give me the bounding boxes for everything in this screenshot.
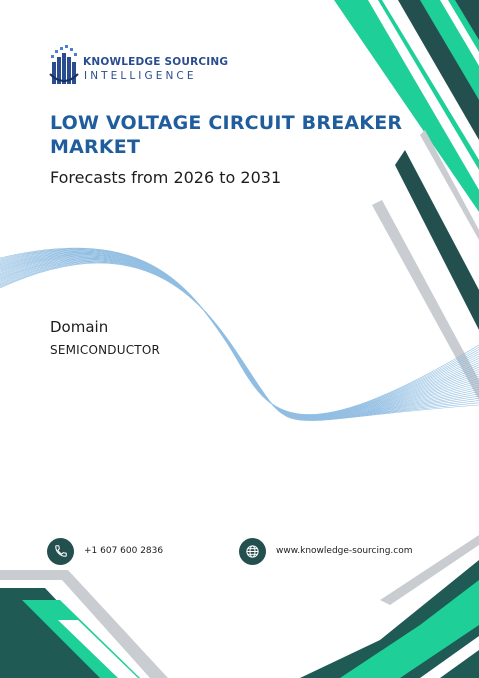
globe-icon	[239, 537, 266, 565]
wave-line	[0, 261, 479, 421]
domain-label: Domain	[50, 318, 109, 336]
contact-website[interactable]: www.knowledge-sourcing.com	[239, 537, 413, 565]
wave-line	[0, 255, 479, 418]
wave-line-group	[0, 247, 479, 421]
wave-line	[0, 262, 479, 421]
wave-line	[0, 258, 479, 419]
report-title: LOW VOLTAGE CIRCUIT BREAKER MARKET	[50, 112, 403, 158]
phone-number: +1 607 600 2836	[84, 546, 164, 556]
report-subtitle: Forecasts from 2026 to 2031	[50, 168, 282, 187]
bottom-left-stripe-group	[0, 570, 168, 678]
brand-name-line1: KNOWLEDGE SOURCING	[83, 56, 229, 68]
contact-phone[interactable]: +1 607 600 2836	[47, 537, 163, 565]
logo-mark-icon	[49, 45, 79, 84]
wave-line	[0, 261, 479, 421]
company-logo: KNOWLEDGE SOURCING INTELLIGENCE	[46, 44, 228, 90]
website-url: www.knowledge-sourcing.com	[276, 546, 413, 556]
wave-line	[0, 259, 479, 420]
phone-icon	[47, 537, 74, 565]
bottom-right-stripe-group	[300, 535, 479, 678]
top-right-stripe-group	[334, 0, 479, 400]
brand-name-line2: INTELLIGENCE	[84, 70, 197, 82]
domain-value: SEMICONDUCTOR	[50, 343, 161, 357]
wave-line	[0, 257, 479, 419]
